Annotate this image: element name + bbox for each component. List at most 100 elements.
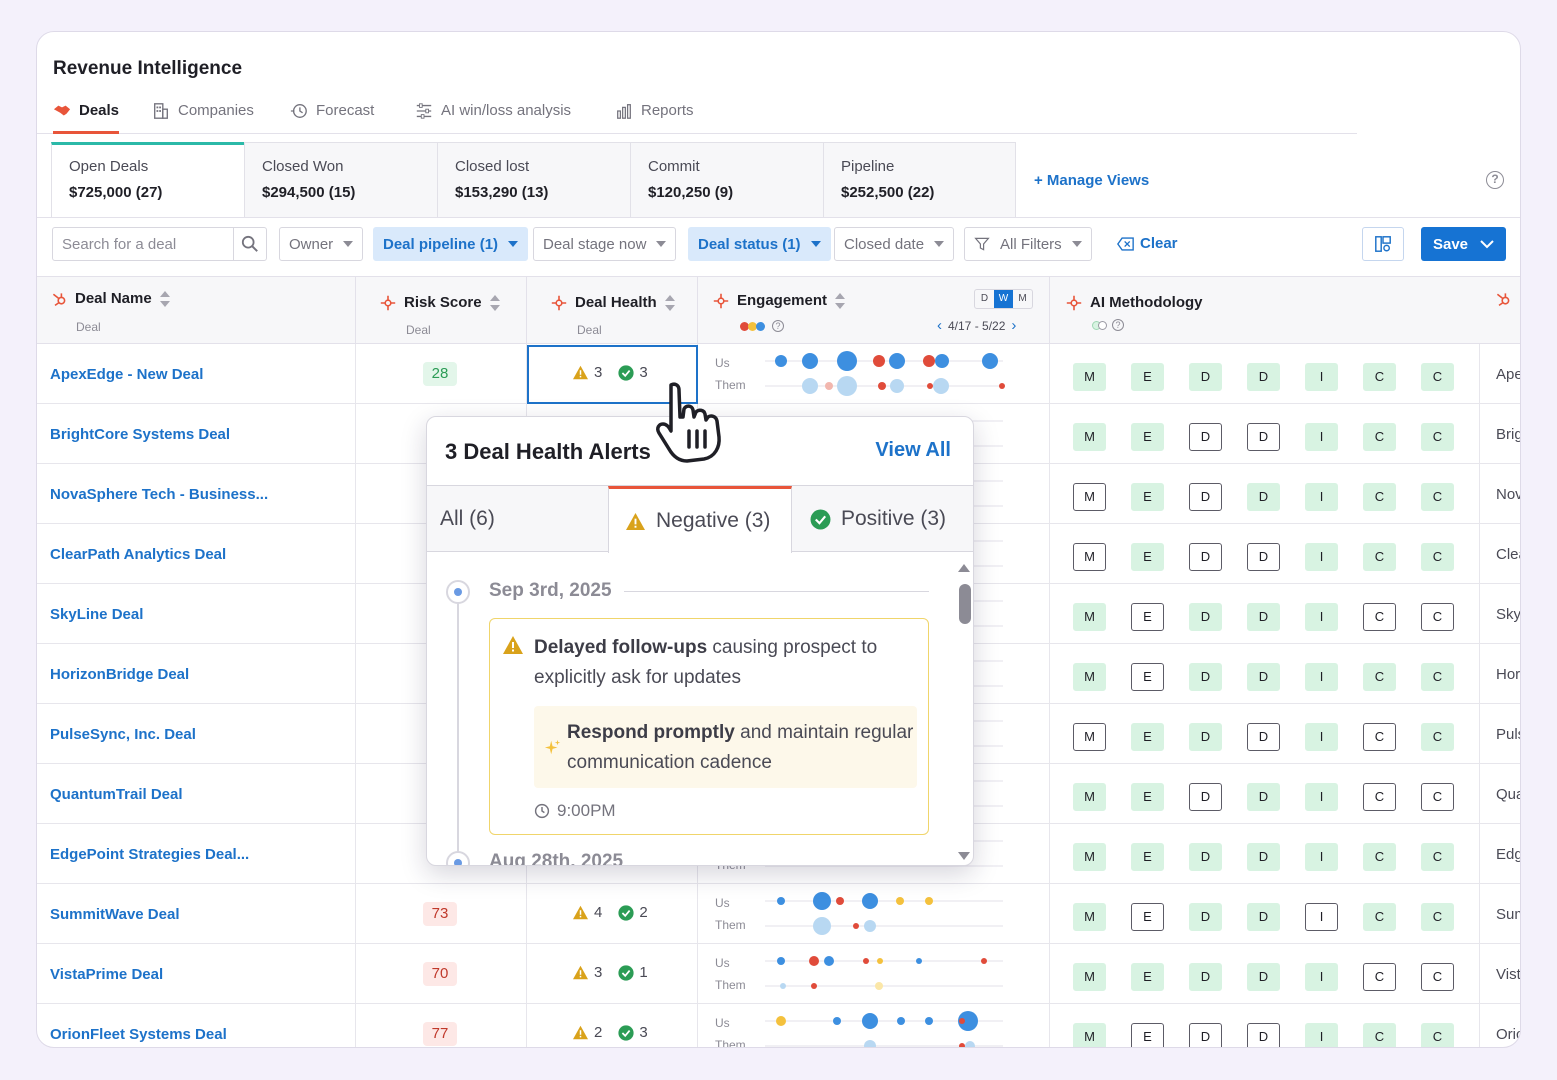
methodology-badge[interactable]: D [1247, 663, 1280, 691]
methodology-badge[interactable]: D [1189, 663, 1222, 691]
methodology-badge[interactable]: I [1305, 1023, 1338, 1047]
deal-pipeline-filter[interactable]: Deal pipeline (1) [373, 227, 529, 261]
scroll-thumb[interactable] [959, 584, 971, 624]
view-commit[interactable]: Commit $120,250 (9) [630, 142, 823, 218]
help-icon[interactable]: ? [772, 320, 784, 332]
deal-health-cell-focus[interactable] [527, 345, 698, 404]
methodology-badge[interactable]: E [1131, 783, 1164, 811]
methodology-badge[interactable]: E [1131, 903, 1164, 931]
methodology-badge[interactable]: C [1363, 783, 1396, 811]
methodology-badge[interactable]: C [1421, 843, 1454, 871]
deal-name-link[interactable]: HorizonBridge Deal [50, 666, 190, 683]
methodology-badge[interactable]: D [1247, 783, 1280, 811]
deal-name-cell[interactable]: QuantumTrail Deal [37, 764, 356, 824]
methodology-badge[interactable]: E [1131, 603, 1164, 631]
table-row[interactable]: OrionFleet Systems Deal 77 2 3 Us Them M E D… [37, 1004, 1520, 1047]
manage-views-link[interactable]: + Manage Views [1034, 172, 1150, 189]
tab-all[interactable]: All (6) [440, 486, 495, 552]
methodology-badge[interactable]: C [1421, 423, 1454, 451]
closed-date-filter[interactable]: Closed date [834, 227, 955, 261]
deal-health-cell[interactable]: 3 1 [527, 944, 698, 1004]
methodology-badge[interactable]: D [1247, 963, 1280, 991]
sort-icon[interactable] [664, 294, 675, 311]
deal-name-link[interactable]: NovaSphere Tech - Business... [50, 486, 269, 503]
methodology-badge[interactable]: D [1189, 963, 1222, 991]
search-icon[interactable] [233, 228, 266, 260]
methodology-badge[interactable]: I [1305, 903, 1338, 931]
methodology-badge[interactable]: M [1073, 723, 1106, 751]
methodology-badge[interactable]: D [1189, 543, 1222, 571]
methodology-badge[interactable]: I [1305, 423, 1338, 451]
methodology-badge[interactable]: C [1363, 543, 1396, 571]
methodology-badge[interactable]: D [1247, 363, 1280, 391]
deal-name-cell[interactable]: PulseSync, Inc. Deal [37, 704, 356, 764]
methodology-badge[interactable]: C [1421, 723, 1454, 751]
methodology-badge[interactable]: C [1421, 543, 1454, 571]
methodology-badge[interactable]: M [1073, 783, 1106, 811]
col-deal-name[interactable]: Deal Name Deal [37, 277, 356, 345]
methodology-badge[interactable]: C [1421, 1023, 1454, 1047]
view-closed-won[interactable]: Closed Won $294,500 (15) [244, 142, 437, 218]
deal-name-cell[interactable]: SummitWave Deal [37, 884, 356, 944]
methodology-badge[interactable]: D [1189, 363, 1222, 391]
methodology-badge[interactable]: D [1189, 603, 1222, 631]
methodology-badge[interactable]: M [1073, 363, 1106, 391]
deal-name-cell[interactable]: SkyLine Deal [37, 584, 356, 644]
deal-name-link[interactable]: VistaPrime Deal [50, 966, 164, 983]
save-button[interactable]: Save [1421, 227, 1506, 261]
methodology-badge[interactable]: C [1421, 483, 1454, 511]
methodology-badge[interactable]: D [1247, 543, 1280, 571]
methodology-badge[interactable]: D [1189, 1023, 1222, 1047]
methodology-badge[interactable]: I [1305, 843, 1338, 871]
methodology-badge[interactable]: E [1131, 363, 1164, 391]
methodology-badge[interactable]: I [1305, 783, 1338, 811]
methodology-badge[interactable]: M [1073, 903, 1106, 931]
tab-companies[interactable]: Companies [152, 102, 254, 134]
methodology-badge[interactable]: M [1073, 483, 1106, 511]
methodology-badge[interactable]: I [1305, 603, 1338, 631]
deal-status-filter[interactable]: Deal status (1) [688, 227, 831, 261]
methodology-badge[interactable]: M [1073, 543, 1106, 571]
methodology-badge[interactable]: M [1073, 963, 1106, 991]
methodology-badge[interactable]: D [1189, 903, 1222, 931]
help-icon[interactable]: ? [1112, 319, 1124, 331]
methodology-badge[interactable]: C [1363, 483, 1396, 511]
methodology-badge[interactable]: M [1073, 663, 1106, 691]
methodology-badge[interactable]: D [1189, 423, 1222, 451]
methodology-badge[interactable]: D [1247, 423, 1280, 451]
deal-name-link[interactable]: SkyLine Deal [50, 606, 144, 623]
methodology-badge[interactable]: E [1131, 963, 1164, 991]
methodology-badge[interactable]: C [1363, 663, 1396, 691]
methodology-badge[interactable]: E [1131, 663, 1164, 691]
col-ai-methodology[interactable]: AI Methodology ? [1050, 277, 1480, 345]
methodology-badge[interactable]: C [1421, 963, 1454, 991]
col-deal-health[interactable]: Deal Health Deal [527, 277, 698, 345]
methodology-badge[interactable]: D [1247, 483, 1280, 511]
methodology-badge[interactable]: I [1305, 483, 1338, 511]
search-input[interactable]: Search for a deal [52, 227, 267, 261]
methodology-badge[interactable]: C [1363, 423, 1396, 451]
deal-name-link[interactable]: BrightCore Systems Deal [50, 426, 231, 443]
help-icon[interactable]: ? [1486, 171, 1504, 189]
methodology-badge[interactable]: E [1131, 843, 1164, 871]
tab-forecast[interactable]: Forecast [290, 102, 374, 134]
methodology-badge[interactable]: C [1363, 1023, 1396, 1047]
methodology-badge[interactable]: C [1363, 903, 1396, 931]
deal-name-cell[interactable]: ApexEdge - New Deal [37, 344, 356, 404]
methodology-badge[interactable]: D [1189, 843, 1222, 871]
methodology-badge[interactable]: E [1131, 423, 1164, 451]
tab-negative[interactable]: Negative (3) [608, 486, 792, 553]
deal-name-link[interactable]: OrionFleet Systems Deal [50, 1026, 227, 1043]
chevron-left-icon[interactable]: ‹ [937, 317, 942, 334]
chevron-right-icon[interactable]: › [1011, 317, 1017, 334]
mode-month[interactable]: M [1018, 293, 1027, 304]
methodology-badge[interactable]: M [1073, 423, 1106, 451]
alert-card[interactable]: Delayed follow-ups causing prospect to e… [489, 618, 929, 835]
methodology-badge[interactable]: E [1131, 1023, 1164, 1047]
methodology-badge[interactable]: D [1247, 1023, 1280, 1047]
scroll-down-icon[interactable] [957, 850, 971, 862]
sort-icon[interactable] [489, 294, 500, 311]
methodology-badge[interactable]: C [1421, 663, 1454, 691]
methodology-badge[interactable]: E [1131, 543, 1164, 571]
